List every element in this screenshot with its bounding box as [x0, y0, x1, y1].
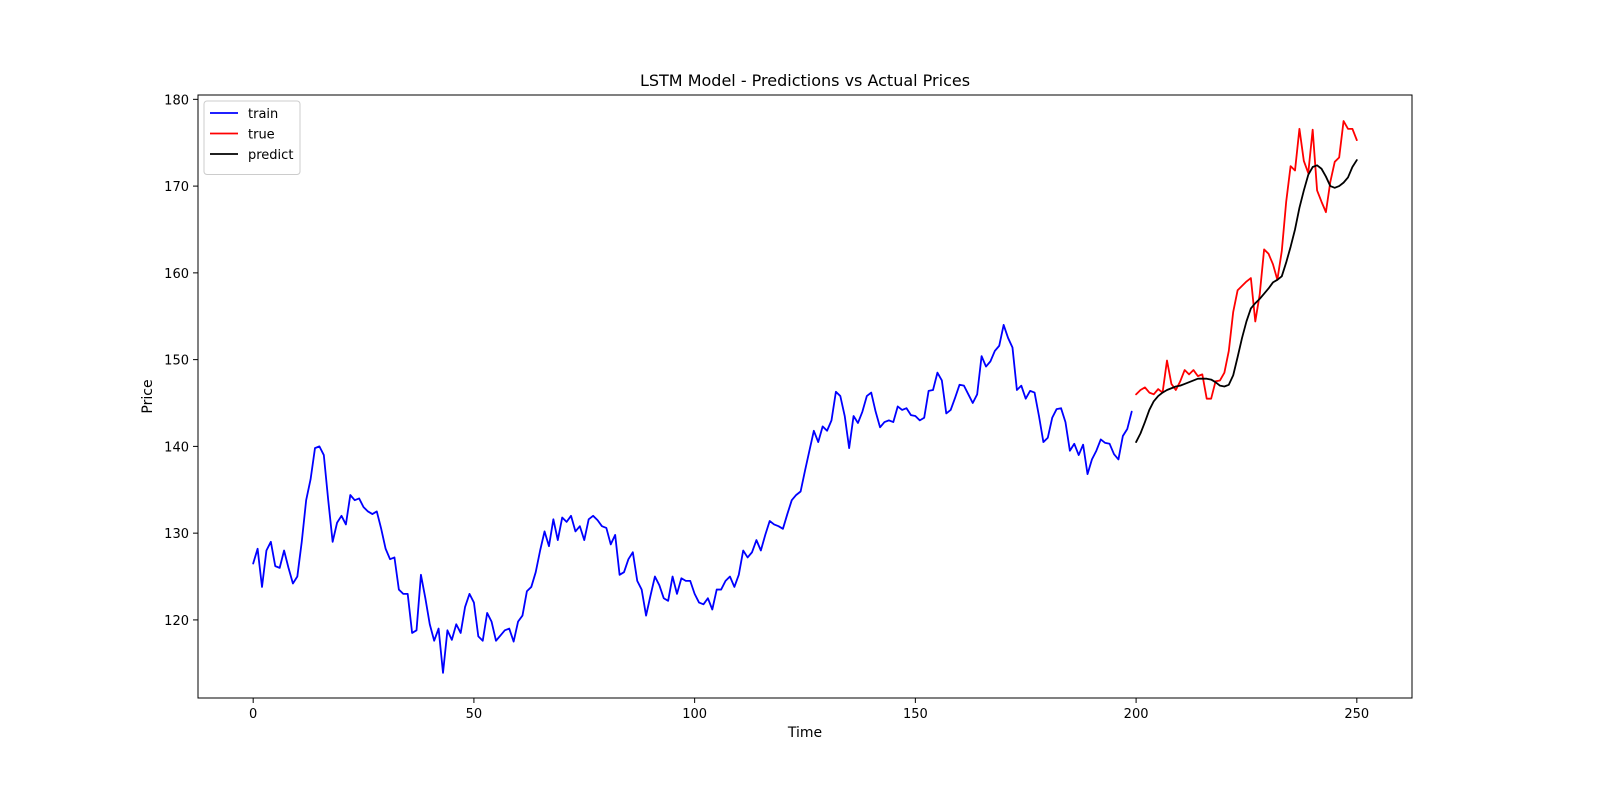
x-axis-label: Time	[787, 725, 822, 741]
series-line-train	[252, 324, 1133, 674]
legend-label-predict: predict	[248, 148, 293, 163]
x-tick-label: 50	[466, 707, 483, 722]
legend-label-true: true	[248, 128, 275, 143]
series-line-true	[1135, 120, 1358, 400]
y-tick-label: 150	[164, 354, 189, 369]
chart-title: LSTM Model - Predictions vs Actual Price…	[640, 71, 970, 90]
x-tick-label: 150	[903, 707, 928, 722]
x-tick-label: 200	[1124, 707, 1149, 722]
y-tick-label: 170	[164, 180, 189, 195]
legend-box	[203, 100, 301, 175]
y-tick-label: 160	[164, 267, 189, 282]
y-tick-label: 180	[164, 93, 189, 108]
y-tick-label: 120	[164, 614, 189, 629]
y-tick-label: 140	[164, 440, 189, 455]
y-axis: 120 130 140 150 160 170 180	[164, 93, 198, 629]
x-tick-label: 0	[249, 707, 257, 722]
x-tick-label: 100	[682, 707, 707, 722]
y-tick-label: 130	[164, 527, 189, 542]
series-layer	[252, 120, 1358, 674]
plot-area	[197, 94, 1413, 699]
legend-label-train: train	[248, 107, 278, 122]
x-tick-label: 250	[1344, 707, 1369, 722]
legend: train true predict	[203, 100, 301, 175]
x-axis: 0 50 100 150 200 250	[249, 698, 1369, 722]
y-axis-label: Price	[140, 379, 156, 413]
plot-frame	[197, 94, 1413, 699]
series-line-predict	[1135, 159, 1358, 443]
